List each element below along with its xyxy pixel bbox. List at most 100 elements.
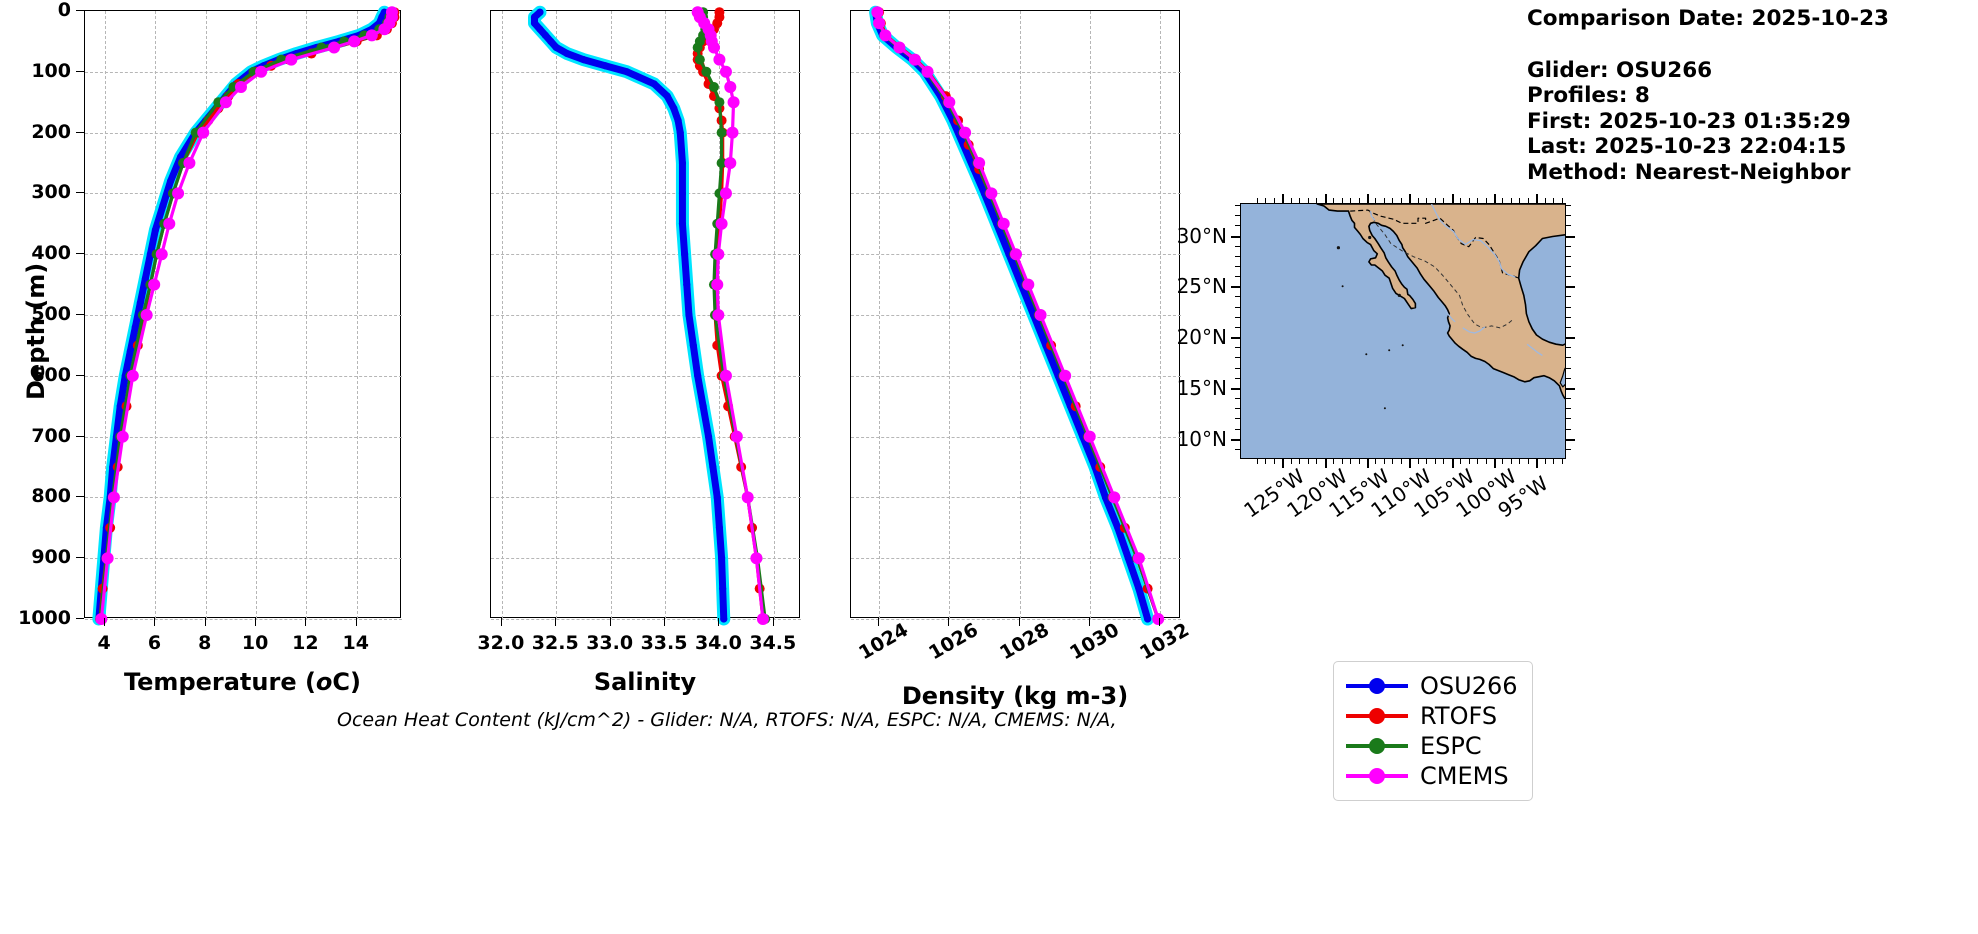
series-marker (719, 585, 727, 593)
y-tick-label: 600 (31, 363, 71, 386)
map-lat-minor-tickmark-right (1566, 316, 1571, 318)
map-lat-label: 20°N (1176, 325, 1227, 350)
series-marker (727, 96, 740, 109)
x-tickmark (154, 618, 156, 626)
series-marker (694, 54, 705, 65)
map-lon-minor-tickmark (1256, 459, 1258, 464)
state-boundary-a (1369, 210, 1515, 329)
map-lon-minor-tickmark (1299, 459, 1301, 464)
series-marker (140, 309, 153, 321)
x-tickmark (718, 618, 720, 626)
series-marker (101, 552, 114, 565)
series-marker (719, 369, 732, 382)
map-lat-minor-tickmark (1235, 347, 1240, 349)
map-lat-minor-tickmark (1235, 265, 1240, 267)
legend-item-espc[interactable]: ESPC (1346, 731, 1518, 761)
x-tickmark (878, 618, 880, 626)
series-marker (116, 430, 129, 443)
series-marker (715, 524, 724, 532)
legend-item-osu266[interactable]: OSU266 (1346, 671, 1518, 701)
gridline-horizontal (851, 315, 1181, 316)
gridline-horizontal (85, 436, 402, 438)
map-lon-minor-tickmark-top (1553, 198, 1555, 203)
map-lat-tickmark (1231, 286, 1240, 289)
first-profile-line: First: 2025-10-23 01:35:29 (1527, 108, 1851, 134)
map-lon-minor-tickmark-top (1333, 198, 1335, 203)
gridline-horizontal (491, 558, 801, 560)
series-marker (683, 281, 691, 289)
map-lat-tickmark (1231, 438, 1240, 441)
x-tick-label: 14 (342, 632, 369, 654)
map-lon-minor-tickmark (1333, 459, 1335, 464)
map-lon-minor-tickmark-top (1443, 198, 1445, 203)
series-marker (151, 226, 160, 234)
map-lon-minor-tickmark (1316, 459, 1318, 464)
series-line-osu266 (872, 8, 1152, 623)
caribbean-water (1559, 367, 1565, 388)
x-tick-label: 1032 (1136, 618, 1193, 665)
river-papaloapan (1526, 343, 1543, 356)
series-marker (718, 554, 726, 562)
series-marker (536, 25, 544, 33)
map-lat-minor-tickmark-right (1566, 347, 1571, 349)
gridline-horizontal (491, 132, 801, 134)
map-lon-minor-tickmark-top (1409, 194, 1412, 203)
series-marker (716, 127, 727, 138)
salinity-axes (490, 5, 801, 626)
series-legend[interactable]: OSU266 RTOFS ESPC CMEMS (1333, 661, 1533, 801)
x-tickmark (255, 618, 257, 626)
series-marker (715, 217, 728, 230)
series-marker (148, 278, 161, 291)
map-lon-tickmark (1409, 459, 1412, 468)
map-lat-minor-tickmark-right (1566, 398, 1571, 400)
x-tickmark (204, 618, 206, 626)
series-marker (720, 615, 728, 623)
map-lon-minor-tickmark-top (1282, 194, 1285, 203)
series-marker (694, 372, 702, 380)
gridline-horizontal (851, 132, 1181, 134)
gridline-horizontal (491, 193, 801, 195)
gridline-horizontal (491, 436, 801, 438)
map-lat-minor-tickmark-right (1566, 276, 1571, 278)
map-lon-minor-tickmark (1460, 459, 1462, 464)
x-tick-label: 34.5 (749, 632, 797, 654)
map-lon-minor-tickmark (1434, 459, 1436, 464)
series-marker (985, 187, 998, 200)
gridline-horizontal (851, 558, 1181, 560)
legend-item-cmems[interactable]: CMEMS (1346, 761, 1518, 791)
temperature-axes (84, 5, 402, 626)
gridline-horizontal (491, 315, 801, 316)
offshore-island (1383, 407, 1386, 410)
map-lat-minor-tickmark-right (1566, 286, 1575, 289)
map-lon-minor-tickmark-top (1358, 198, 1360, 203)
map-lon-minor-tickmark (1375, 459, 1377, 464)
series-marker (197, 126, 210, 139)
series-marker (601, 62, 609, 70)
map-lat-minor-tickmark-right (1566, 367, 1571, 369)
x-tickmark (104, 618, 106, 626)
series-marker (126, 347, 134, 356)
legend-item-rtofs[interactable]: RTOFS (1346, 701, 1518, 731)
series-marker (712, 309, 725, 321)
offshore-island (1368, 235, 1372, 240)
map-lat-minor-tickmark (1235, 215, 1240, 217)
x-tick-label: 12 (292, 632, 319, 654)
map-lon-tickmark (1451, 459, 1454, 468)
series-marker (1059, 369, 1072, 382)
map-lon-tickmark (1536, 459, 1539, 468)
map-lat-minor-tickmark-right (1566, 357, 1571, 359)
y-tickmark (76, 10, 84, 11)
series-marker (172, 187, 185, 200)
offshore-island (1397, 293, 1401, 297)
series-marker (378, 13, 386, 21)
series-marker (921, 65, 934, 78)
series-marker (1022, 278, 1035, 291)
map-lon-minor-tickmark-top (1426, 198, 1428, 203)
offshore-island (1388, 349, 1391, 352)
y-tick-label: 100 (31, 59, 71, 82)
river-lerma (1462, 326, 1486, 334)
location-map[interactable]: 30°N 25°N 20°N 15°N 10°N 125°W 120°W 115°W 110°W… (1177, 194, 1978, 600)
river-santiago (1443, 307, 1456, 323)
map-frame[interactable] (1240, 203, 1566, 459)
gridline-horizontal (85, 375, 402, 377)
